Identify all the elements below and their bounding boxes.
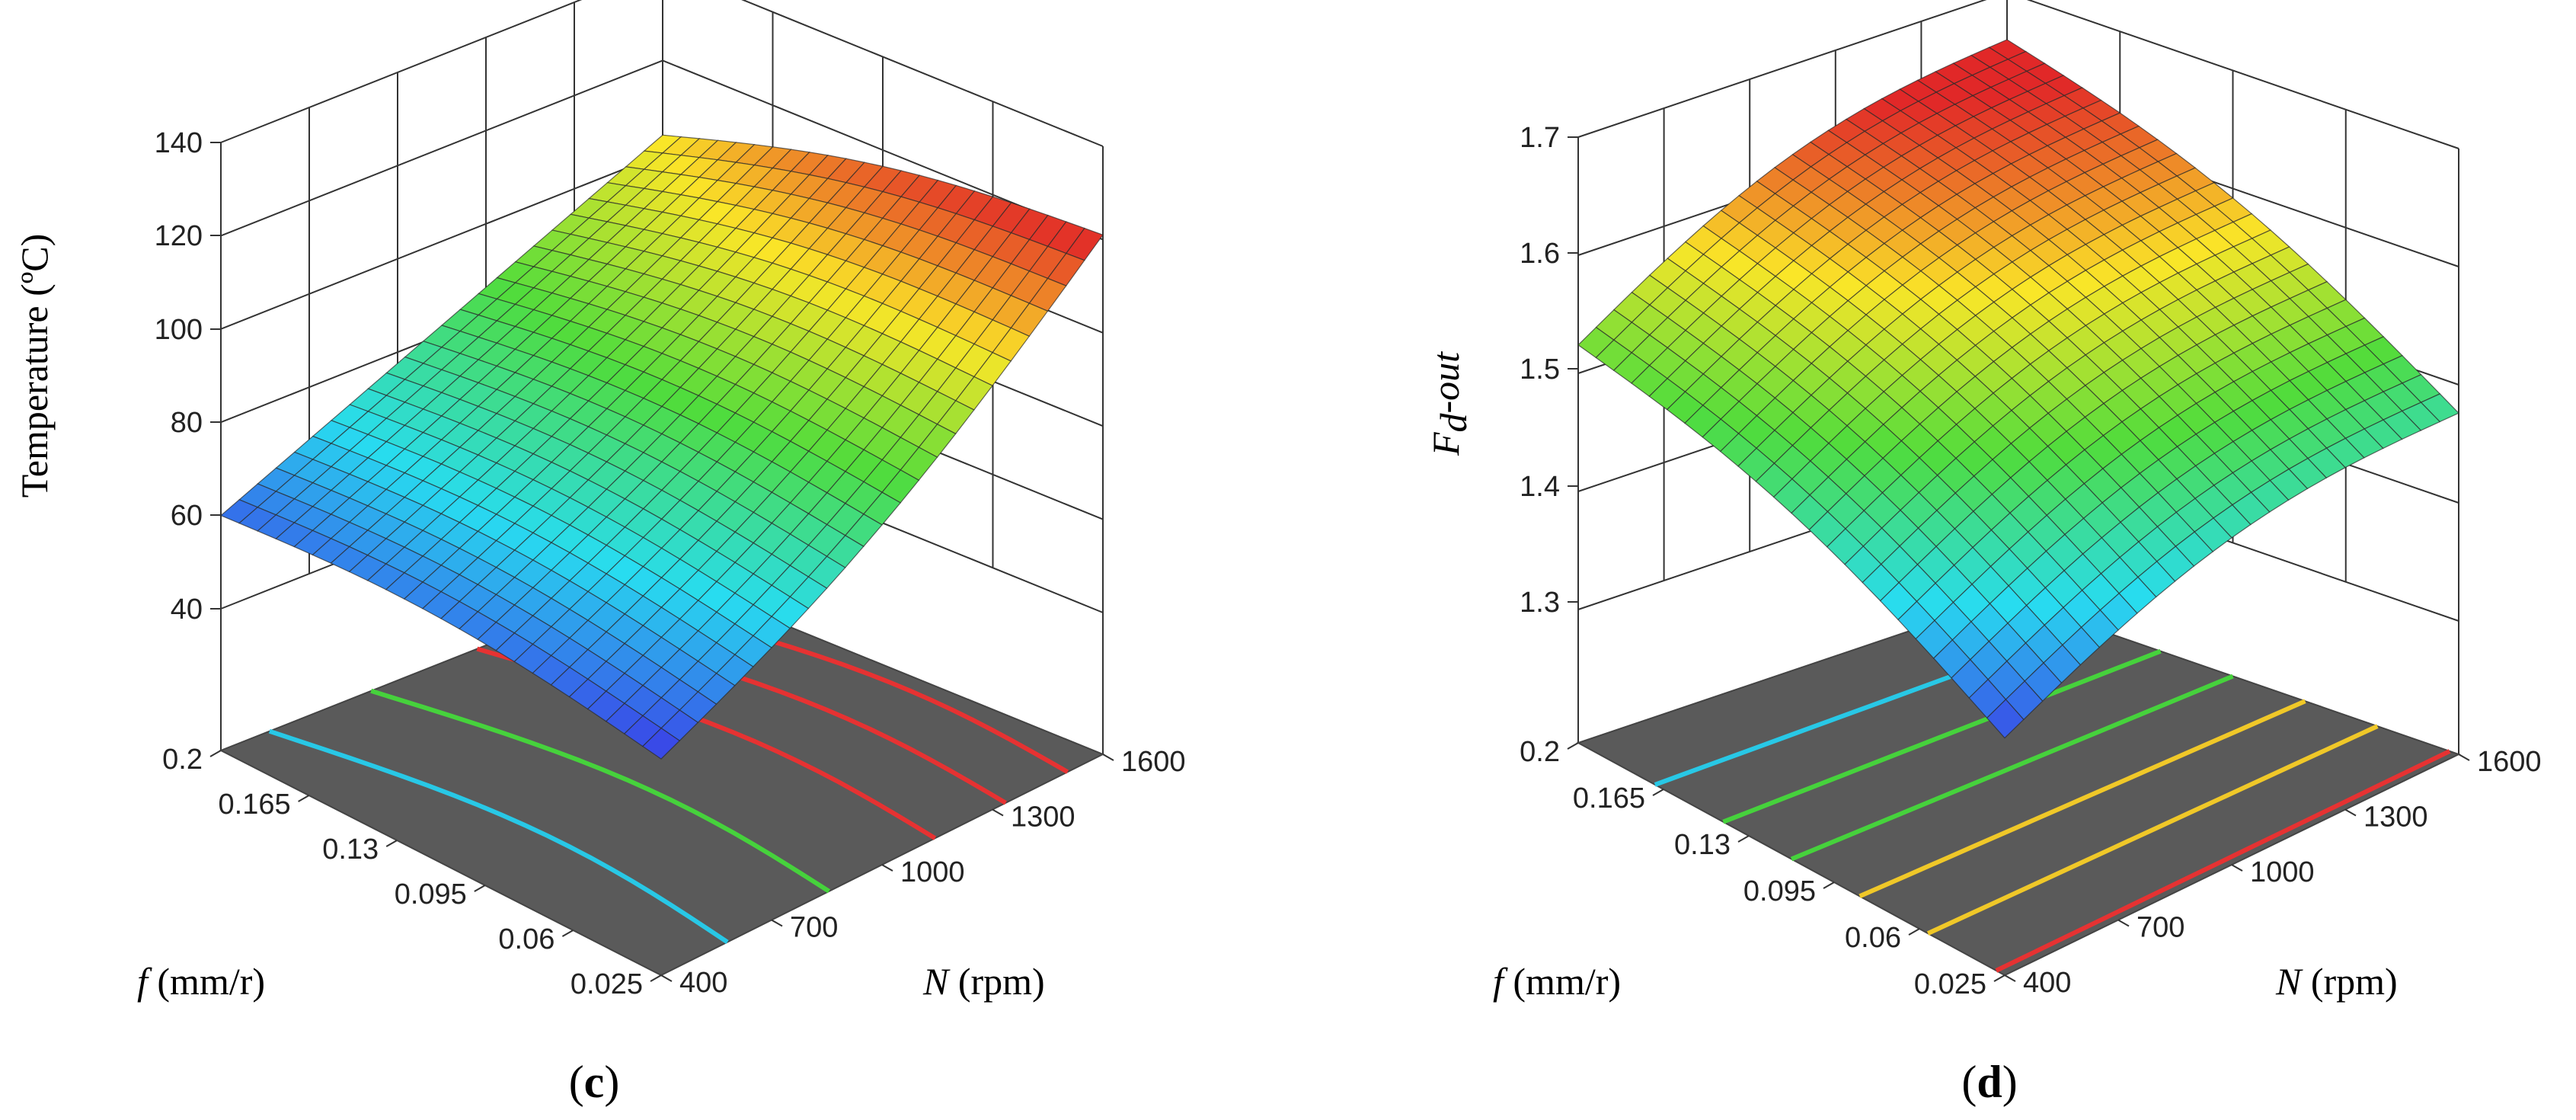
panel-c-z-axis-title: Temperature (ºC) bbox=[13, 234, 56, 498]
contour-line bbox=[268, 728, 729, 944]
panel-d-y-axis-title: f (mm/r) bbox=[1493, 960, 1621, 1003]
y-tick-mark bbox=[650, 974, 662, 982]
panel-d-fd-out-surface: 400 700 1000 1300 1600 0.2 0.165 0.13 0.095 0.06 0… bbox=[1424, 0, 2542, 1107]
panel-d-z-axis-sub: d bbox=[1432, 413, 1475, 433]
panel-d-z-axis-main: F bbox=[1424, 432, 1467, 456]
panel-c-x-axis-title: N (rpm) bbox=[922, 960, 1045, 1003]
y-tick-mark bbox=[298, 795, 310, 802]
contour-line bbox=[1790, 674, 2234, 862]
contour-line bbox=[1858, 699, 2306, 899]
panel-d-label-letter: d bbox=[1977, 1057, 2002, 1107]
panel-d-z-axis-rest: -out bbox=[1424, 351, 1467, 414]
panel-c-label-open: ( bbox=[569, 1057, 584, 1107]
contour-line bbox=[370, 688, 831, 894]
x-tick-label: 700 bbox=[2137, 912, 2184, 944]
z-tick-label: 80 bbox=[171, 407, 203, 439]
x-tick-mark bbox=[1102, 754, 1114, 761]
x-tick-label: 1300 bbox=[2363, 802, 2428, 834]
y-tick-label: 0.025 bbox=[570, 968, 643, 1000]
z-tick-label: 140 bbox=[155, 127, 203, 159]
panel-d-x-axis-unit: (rpm) bbox=[2301, 960, 2397, 1003]
x-tick-label: 1600 bbox=[1121, 746, 1186, 778]
x-tick-mark bbox=[660, 974, 673, 982]
y-tick-mark bbox=[209, 750, 222, 757]
y-tick-label: 0.165 bbox=[219, 789, 291, 821]
surface-cell bbox=[641, 728, 681, 760]
x-tick-label: 1600 bbox=[2477, 746, 2542, 778]
z-tick-label: 120 bbox=[155, 220, 203, 252]
panel-d-label-open: ( bbox=[1961, 1057, 1977, 1107]
x-tick-mark bbox=[2231, 864, 2243, 872]
x-tick-label: 1300 bbox=[1011, 802, 1075, 834]
x-tick-label: 400 bbox=[679, 967, 727, 999]
panel-d-label-close: ) bbox=[2002, 1057, 2018, 1107]
contour-line bbox=[1722, 648, 2162, 824]
x-tick-mark bbox=[2117, 919, 2130, 927]
contour-line bbox=[1995, 749, 2451, 973]
x-tick-label: 1000 bbox=[2250, 856, 2315, 888]
z-tick-label: 1.6 bbox=[1520, 238, 1560, 270]
panel-d-tick-labels: 400 700 1000 1300 1600 0.2 0.165 0.13 0.095 0.06 0… bbox=[1520, 122, 2541, 1000]
surface-cell bbox=[1986, 699, 2025, 739]
y-tick-mark bbox=[474, 885, 486, 892]
contour-line bbox=[1926, 724, 2379, 936]
x-tick-label: 700 bbox=[790, 912, 838, 944]
wall-grid-line bbox=[220, 59, 663, 237]
y-tick-mark bbox=[1567, 742, 1579, 750]
y-tick-mark bbox=[561, 930, 574, 937]
z-tick-label: 40 bbox=[171, 594, 203, 626]
panel-c-x-axis-var: N bbox=[922, 960, 951, 1003]
y-tick-label: 0.165 bbox=[1573, 782, 1645, 814]
x-tick-mark bbox=[992, 808, 1004, 817]
y-tick-label: 0.025 bbox=[1914, 968, 1986, 1000]
z-tick-label: 1.5 bbox=[1520, 354, 1560, 386]
panel-c-y-axis-title: f (mm/r) bbox=[137, 960, 265, 1003]
y-tick-mark bbox=[1823, 882, 1835, 889]
x-tick-mark bbox=[2344, 808, 2357, 817]
x-tick-mark bbox=[881, 864, 893, 872]
y-tick-mark bbox=[1652, 789, 1664, 796]
x-tick-mark bbox=[771, 919, 783, 927]
y-tick-label: 0.095 bbox=[395, 878, 467, 910]
panel-c-label-close: ) bbox=[604, 1057, 619, 1107]
wall-grid-line bbox=[220, 0, 583, 143]
panel-d-y-axis-unit: (mm/r) bbox=[1504, 960, 1621, 1003]
panel-d-contour-floor bbox=[1576, 597, 2461, 977]
panel-d-x-axis-title: N (rpm) bbox=[2275, 960, 2398, 1003]
y-tick-mark bbox=[1908, 928, 1920, 936]
y-tick-mark bbox=[1993, 974, 2006, 982]
wall-grid-line bbox=[1577, 0, 1987, 138]
y-tick-label: 0.2 bbox=[1520, 736, 1560, 768]
z-tick-label: 1.7 bbox=[1520, 122, 1560, 154]
y-tick-label: 0.13 bbox=[322, 834, 379, 866]
y-tick-label: 0.13 bbox=[1674, 829, 1731, 861]
y-tick-label: 0.095 bbox=[1743, 875, 1816, 907]
y-tick-label: 0.2 bbox=[162, 744, 203, 776]
panel-c-y-axis-unit: (mm/r) bbox=[148, 960, 265, 1003]
y-tick-label: 0.06 bbox=[498, 923, 555, 955]
panel-c-x-axis-unit: (rpm) bbox=[948, 960, 1044, 1003]
y-tick-mark bbox=[1737, 835, 1750, 843]
panel-c-tick-labels: 400 700 1000 1300 1600 0.2 0.165 0.13 0.095 0.06 0… bbox=[155, 127, 1186, 1000]
y-tick-mark bbox=[385, 840, 398, 847]
panel-c-surface-mesh bbox=[219, 134, 1104, 760]
x-tick-label: 400 bbox=[2023, 967, 2071, 999]
y-tick-label: 0.06 bbox=[1845, 922, 1901, 954]
x-tick-label: 1000 bbox=[900, 856, 965, 888]
wall-grid-line bbox=[220, 152, 663, 330]
panel-d-x-axis-var: N bbox=[2275, 960, 2303, 1003]
panel-c-temperature-surface: 400 700 1000 1300 1600 0.2 0.165 0.13 0.095 0.06 0… bbox=[13, 0, 1186, 1107]
z-tick-label: 1.3 bbox=[1520, 587, 1560, 619]
panel-c-label: (c) bbox=[569, 1057, 620, 1107]
panel-d-label: (d) bbox=[1961, 1057, 2017, 1107]
panel-d-surface-mesh bbox=[1577, 39, 2460, 739]
x-tick-mark bbox=[2004, 974, 2016, 982]
x-tick-mark bbox=[2458, 754, 2470, 761]
panel-d-z-axis-title: Fd-out bbox=[1424, 351, 1475, 456]
z-tick-label: 100 bbox=[155, 314, 203, 346]
panel-c-label-letter: c bbox=[584, 1057, 605, 1107]
z-tick-label: 1.4 bbox=[1520, 471, 1560, 503]
z-tick-label: 60 bbox=[171, 500, 203, 532]
